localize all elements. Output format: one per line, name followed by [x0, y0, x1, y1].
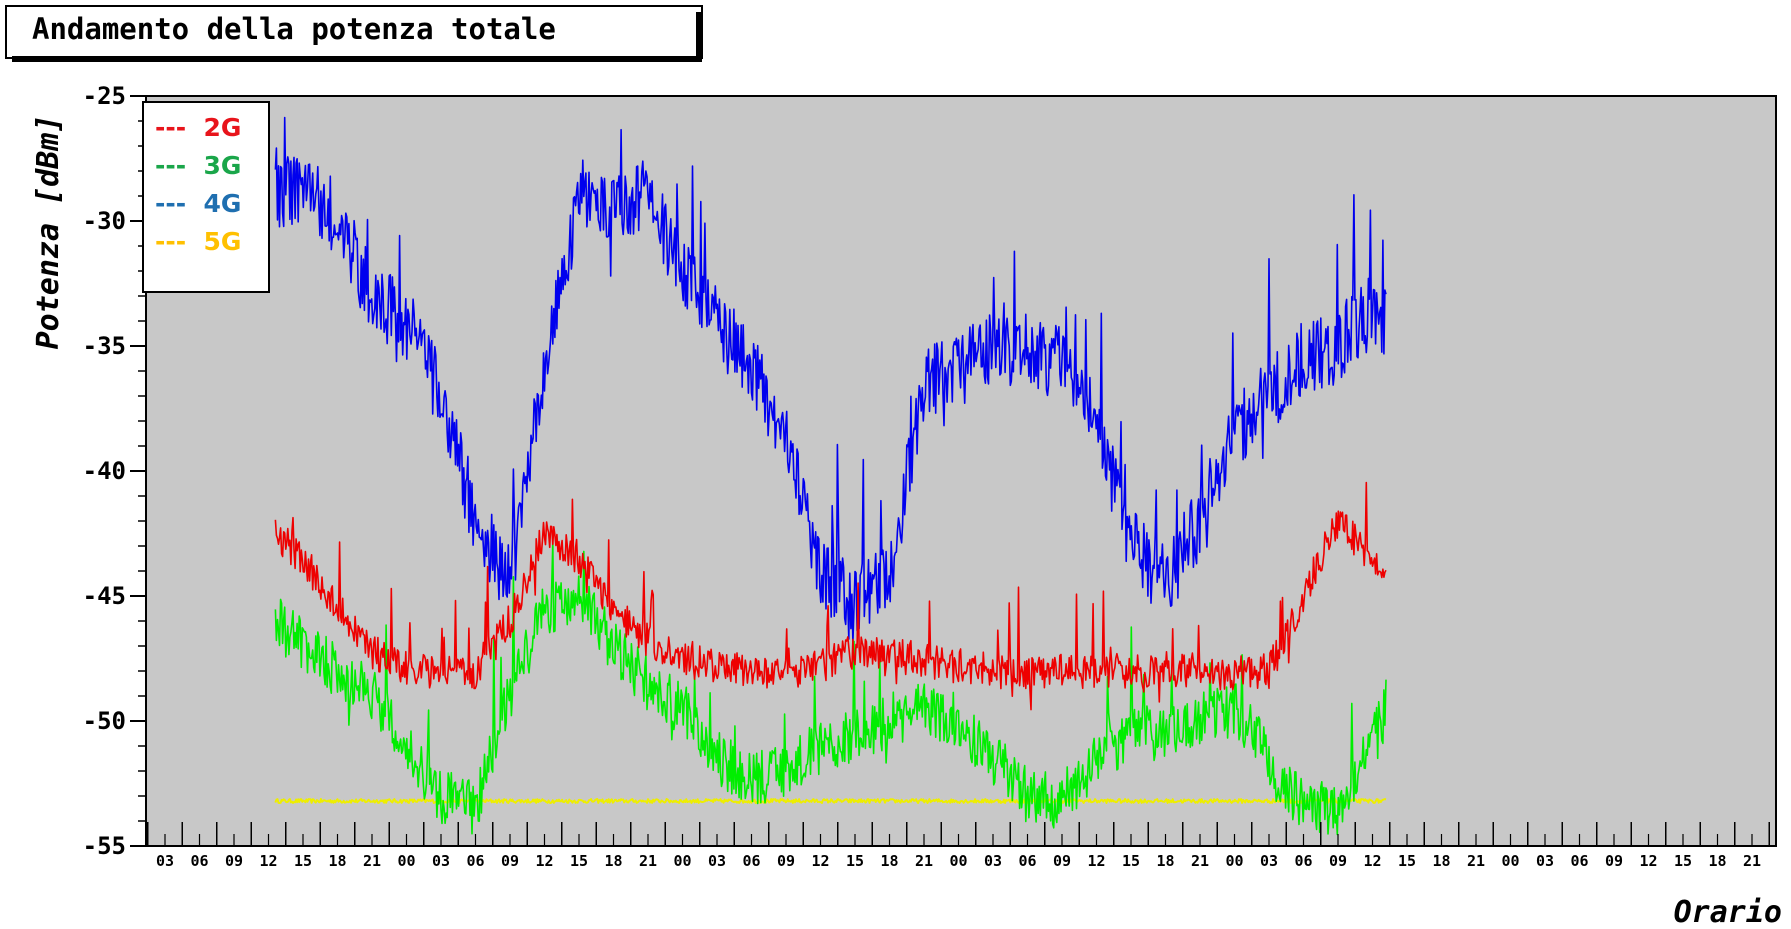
y-tick-label: -25	[83, 82, 126, 110]
series-layer	[274, 116, 1387, 836]
y-tick-label: -35	[83, 332, 126, 360]
x-tick-label: 03	[984, 852, 1002, 870]
x-tick-label: 03	[156, 852, 174, 870]
x-tick-label: 12	[535, 852, 553, 870]
x-tick-label: 09	[777, 852, 795, 870]
x-tick-label: 12	[1087, 852, 1105, 870]
legend-item-5g: --- 5G	[155, 227, 241, 256]
x-tick-label: 06	[742, 852, 760, 870]
x-tick-label: 00	[673, 852, 691, 870]
legend-item-3g: --- 3G	[155, 151, 241, 180]
x-tick-label: 15	[294, 852, 312, 870]
x-tick-label: 18	[1708, 852, 1726, 870]
x-tick-label: 12	[1363, 852, 1381, 870]
x-tick-label: 00	[1501, 852, 1519, 870]
title-box: Andamento della potenza totale	[5, 5, 703, 62]
x-tick-label: 18	[1432, 852, 1450, 870]
x-tick-label: 12	[811, 852, 829, 870]
series-line-3g	[274, 541, 1387, 836]
x-tick-label: 18	[328, 852, 346, 870]
x-tick-label: 21	[639, 852, 657, 870]
legend-item-2g: --- 2G	[155, 113, 241, 142]
x-tick-label: 09	[501, 852, 519, 870]
x-tick-label: 21	[363, 852, 381, 870]
x-tick-label: 12	[259, 852, 277, 870]
x-tick-label: 18	[880, 852, 898, 870]
x-tick-label: 06	[190, 852, 208, 870]
x-tick-label: 03	[1536, 852, 1554, 870]
x-tick-label: 00	[949, 852, 967, 870]
x-tick-label: 06	[1294, 852, 1312, 870]
plot-area	[145, 95, 1777, 847]
series-3g	[274, 541, 1387, 836]
x-tick-label: 09	[1053, 852, 1071, 870]
x-tick-label: 06	[1570, 852, 1588, 870]
y-tick-label: -55	[83, 832, 126, 860]
x-axis-label: Orario	[1674, 895, 1782, 929]
x-tick-label: 18	[604, 852, 622, 870]
x-tick-label: 06	[1018, 852, 1036, 870]
y-tick-label: -40	[83, 457, 126, 485]
x-tick-label: 06	[466, 852, 484, 870]
series-2g	[274, 481, 1387, 711]
x-tick-label: 15	[1122, 852, 1140, 870]
x-tick-label: 12	[1639, 852, 1657, 870]
x-tick-label: 00	[397, 852, 415, 870]
y-axis: -25 -30 -35 -40 -45 -50 -55	[83, 82, 147, 860]
series-line-4g	[274, 116, 1387, 644]
x-tick-label: 18	[1156, 852, 1174, 870]
x-tick-label: 09	[1329, 852, 1347, 870]
x-axis: 03 06 09 12 15 18 21 00 03 06 09 12 15 18 21 00 03 06 09 12…	[146, 822, 1776, 870]
x-tick-label: 15	[1398, 852, 1416, 870]
x-tick-label: 03	[1260, 852, 1278, 870]
x-tick-label: 09	[225, 852, 243, 870]
x-tick-label: 03	[432, 852, 450, 870]
x-tick-label: 09	[1605, 852, 1623, 870]
y-tick-label: -50	[83, 707, 126, 735]
series-5g	[274, 798, 1387, 804]
series-line-5g	[274, 798, 1387, 804]
legend: --- 2G --- 3G --- 4G --- 5G	[142, 101, 270, 293]
series-line-2g	[274, 481, 1387, 711]
x-tick-label: 00	[1225, 852, 1243, 870]
y-tick-label: -30	[83, 207, 126, 235]
series-4g	[274, 116, 1387, 644]
x-tick-label: 15	[1674, 852, 1692, 870]
x-tick-label: 21	[1467, 852, 1485, 870]
x-tick-label: 15	[570, 852, 588, 870]
x-tick-label: 21	[1191, 852, 1209, 870]
y-tick-label: -45	[83, 582, 126, 610]
x-tick-label: 21	[1743, 852, 1761, 870]
x-tick-label: 03	[708, 852, 726, 870]
x-tick-label: 15	[846, 852, 864, 870]
legend-item-4g: --- 4G	[155, 189, 241, 218]
x-tick-label: 21	[915, 852, 933, 870]
chart-title: Andamento della potenza totale	[32, 12, 556, 46]
y-axis-label: Potenza [dBm]	[31, 115, 66, 350]
